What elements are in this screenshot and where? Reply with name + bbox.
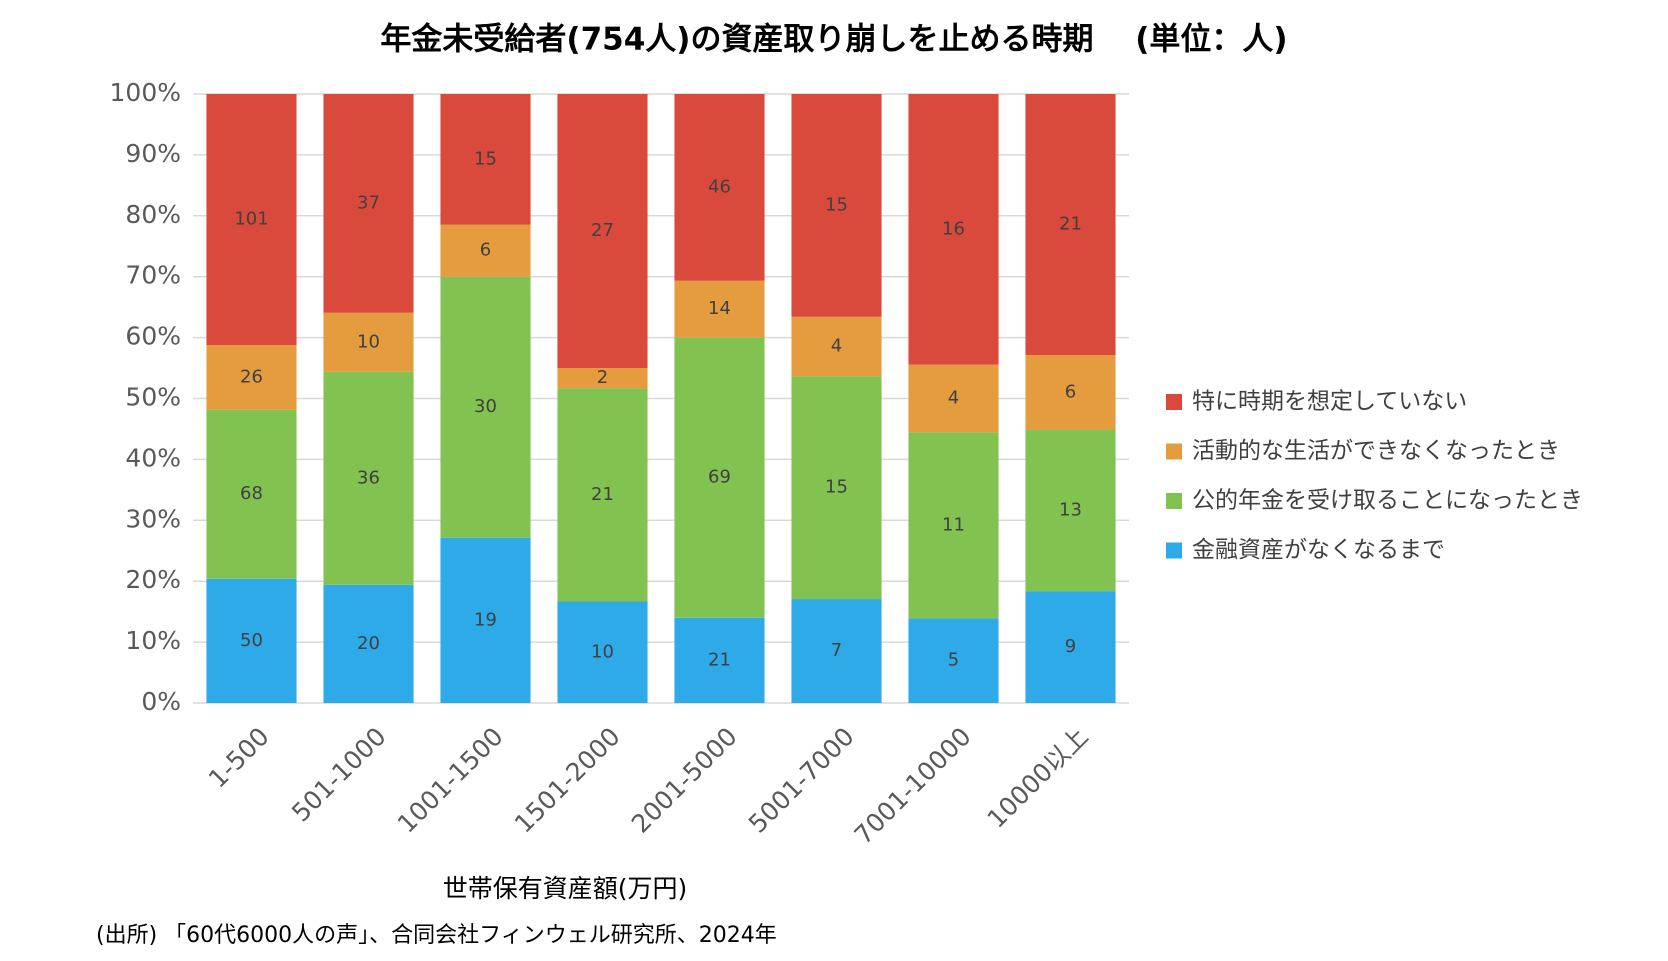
x-tick-label: 2001-5000	[626, 722, 743, 839]
y-tick-label: 10%	[125, 626, 181, 655]
data-label: 9	[1065, 636, 1076, 657]
data-label: 7	[831, 640, 842, 661]
legend-label: 金融資産がなくなるまで	[1192, 537, 1445, 563]
data-label: 46	[708, 176, 731, 197]
bar-segment	[1025, 429, 1116, 592]
bar-segment	[323, 312, 414, 372]
bar-segment	[908, 94, 999, 365]
x-tick-label: 1501-2000	[509, 722, 626, 839]
data-label: 21	[1059, 214, 1082, 235]
data-label: 14	[708, 298, 731, 319]
data-label: 30	[474, 396, 497, 417]
bar-segment	[791, 599, 882, 703]
bar-segment	[557, 601, 648, 703]
bar-segment	[206, 409, 297, 579]
data-label: 26	[240, 366, 263, 387]
x-tick-label: 1-500	[203, 722, 275, 794]
y-tick-label: 30%	[125, 504, 181, 533]
bar-segment	[1025, 591, 1116, 703]
data-label: 68	[240, 483, 263, 504]
data-label: 37	[357, 192, 380, 213]
bar-segment	[323, 584, 414, 703]
x-tick-label: 1001-1500	[392, 722, 509, 839]
data-label: 20	[357, 633, 380, 654]
source-note: (出所) 「60代6000人の声」、合同会社フィンウェル研究所、2024年	[96, 923, 777, 948]
bar-segment	[1025, 355, 1116, 430]
data-label: 13	[1059, 499, 1082, 520]
x-tick-label: 5001-7000	[743, 722, 860, 839]
y-tick-label: 20%	[125, 565, 181, 594]
x-tick-label: 501-1000	[286, 722, 392, 828]
data-label: 27	[591, 220, 614, 241]
legend-swatch	[1166, 443, 1182, 460]
y-tick-label: 90%	[125, 139, 181, 168]
bar-segment	[557, 388, 648, 602]
bar-segment	[440, 94, 531, 225]
legend-swatch	[1166, 493, 1182, 509]
bar-segment	[440, 276, 531, 538]
bar-segment	[791, 376, 882, 600]
data-label: 16	[942, 218, 965, 239]
bar-segment	[908, 364, 999, 433]
bar-segment	[908, 432, 999, 619]
bar-segment	[440, 537, 531, 703]
data-label: 2	[597, 367, 608, 388]
bar-segment	[791, 94, 882, 317]
data-label: 15	[474, 148, 497, 169]
bar-segment	[206, 345, 297, 410]
y-tick-label: 50%	[125, 383, 181, 412]
chart-title: 年金未受給者(754人)の資産取り崩しを止める時期 (単位：人)	[380, 22, 1287, 58]
bar-segment	[1025, 94, 1116, 355]
bar-segment	[674, 617, 765, 703]
legend-label: 活動的な生活ができなくなったとき	[1192, 438, 1560, 464]
data-label: 50	[240, 630, 263, 651]
bar-segment	[206, 94, 297, 346]
bar-segment	[206, 578, 297, 703]
y-tick-label: 80%	[125, 200, 181, 229]
data-label: 5	[948, 650, 959, 671]
bar-segment	[557, 94, 648, 369]
bar-segment	[323, 94, 414, 313]
data-label: 15	[825, 194, 848, 215]
data-label: 36	[357, 467, 380, 488]
x-tick-label: 7001-10000	[849, 722, 977, 850]
data-label: 4	[831, 336, 842, 357]
data-label: 101	[234, 209, 268, 230]
y-tick-label: 60%	[125, 322, 181, 351]
legend-swatch	[1166, 542, 1182, 559]
data-label: 15	[825, 477, 848, 498]
bar-segment	[674, 337, 765, 618]
legend-label: 公的年金を受け取ることになったとき	[1192, 488, 1583, 514]
bar-segment	[674, 94, 765, 281]
bar-segment	[557, 368, 648, 389]
legend-swatch	[1166, 394, 1182, 410]
data-label: 4	[948, 388, 959, 409]
x-axis-title: 世帯保有資産額(万円)	[443, 874, 688, 903]
bar-segment	[791, 316, 882, 377]
data-label: 21	[591, 484, 614, 505]
y-tick-label: 0%	[141, 687, 181, 716]
bar-segment	[440, 224, 531, 277]
x-tick-label: 10000以上	[982, 722, 1094, 834]
data-label: 6	[1065, 381, 1076, 402]
legend-label: 特に時期を想定していない	[1192, 389, 1467, 415]
y-tick-label: 40%	[125, 443, 181, 472]
data-label: 10	[357, 331, 380, 352]
data-label: 19	[474, 609, 497, 630]
data-label: 69	[708, 467, 731, 488]
data-label: 21	[708, 649, 731, 670]
y-tick-label: 100%	[110, 78, 181, 107]
data-label: 6	[480, 240, 491, 261]
data-label: 11	[942, 514, 965, 535]
y-tick-label: 70%	[125, 261, 181, 290]
data-label: 10	[591, 641, 614, 662]
bar-segment	[674, 280, 765, 338]
bar-segment	[908, 618, 999, 703]
bar-segment	[323, 371, 414, 585]
